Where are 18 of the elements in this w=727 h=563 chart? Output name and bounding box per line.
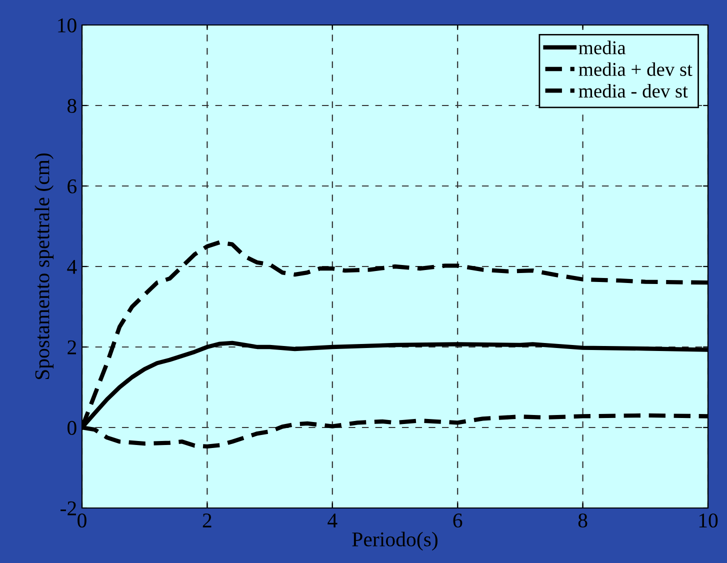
y-tick-label: 2 (68, 340, 76, 354)
y-tick-label: 0 (68, 420, 76, 435)
y-tick-label: -2 (60, 501, 76, 516)
x-tick-label: 10 (699, 513, 718, 528)
x-tick-label: 8 (578, 513, 588, 528)
legend-label: media + dev st (578, 62, 692, 76)
legend-label: media - dev st (578, 84, 688, 98)
x-tick-label: 2 (202, 514, 212, 528)
y-tick-label: 8 (68, 98, 76, 113)
y-tick-label: 4 (67, 260, 77, 274)
x-axis-title: Periodo(s) (352, 532, 438, 551)
legend-label: media (578, 40, 626, 54)
y-tick-label: 10 (58, 18, 76, 32)
x-tick-label: 0 (78, 513, 86, 528)
y-tick-label: 6 (68, 179, 77, 194)
x-tick-label: 6 (453, 514, 462, 528)
x-tick-label: 4 (328, 514, 338, 528)
y-axis-title: Spostamento spettrale (cm) (34, 153, 54, 380)
